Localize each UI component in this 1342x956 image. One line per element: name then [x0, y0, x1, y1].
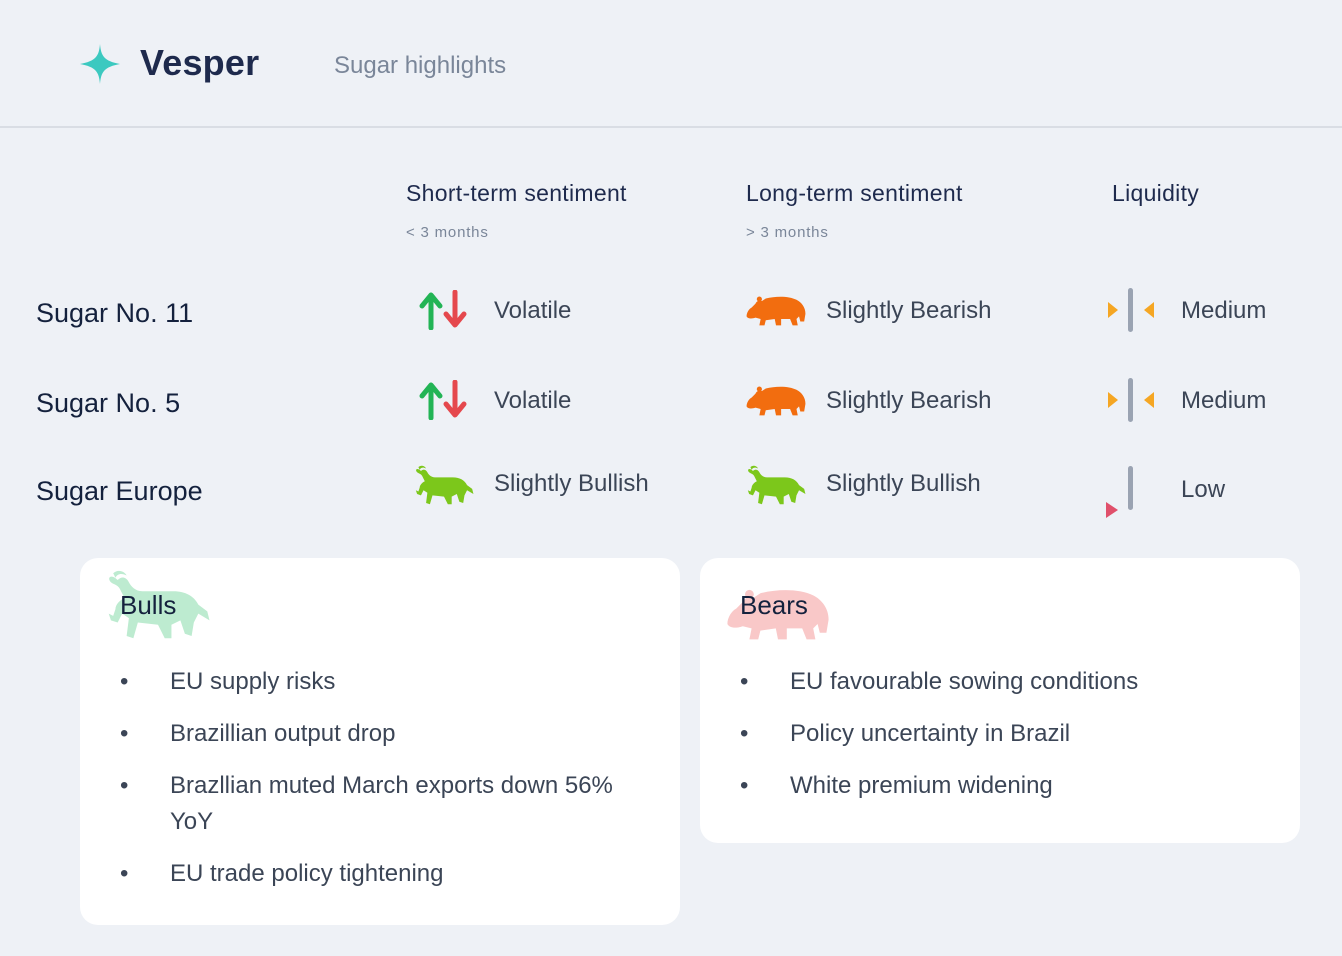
bears-card: Bears • EU favourable sowing conditions •…: [700, 558, 1300, 843]
liquidity-medium-icon: [1108, 378, 1154, 422]
row-name: Sugar No. 11: [36, 298, 194, 328]
liquidity-value: Medium: [1181, 297, 1267, 324]
bullet-dot-icon: •: [740, 720, 749, 747]
card-title: Bears: [740, 590, 808, 620]
bears-list: • EU favourable sowing conditions • Policy…: [700, 664, 1300, 820]
bullet-dot-icon: •: [120, 720, 129, 747]
bullet-dot-icon: •: [120, 860, 129, 887]
column-subheader-long-term: > 3 months: [746, 224, 829, 241]
short-term-value: Volatile: [494, 297, 572, 324]
bear-icon: [744, 380, 808, 420]
list-item: • Policy uncertainty in Brazil: [700, 716, 1300, 752]
column-header-liquidity: Liquidity: [1112, 180, 1200, 206]
list-item: • EU favourable sowing conditions: [700, 664, 1300, 700]
page-title: Sugar highlights: [334, 52, 507, 79]
bull-icon: [744, 464, 808, 510]
bullet-dot-icon: •: [120, 668, 129, 695]
row-name: Sugar No. 5: [36, 388, 181, 418]
up-down-arrows-icon: [419, 380, 467, 420]
bear-icon: [744, 290, 808, 330]
list-item: • White premium widening: [700, 768, 1300, 804]
brand-name[interactable]: Vesper: [140, 42, 260, 83]
list-item: • Brazllian muted March exports down 56% …: [80, 768, 680, 840]
column-header-long-term: Long-term sentiment: [746, 180, 963, 206]
liquidity-value: Medium: [1181, 387, 1267, 414]
liquidity-low-icon: [1106, 466, 1133, 518]
short-term-value: Slightly Bullish: [494, 470, 649, 497]
card-title: Bulls: [120, 590, 177, 620]
bullet-dot-icon: •: [740, 668, 749, 695]
liquidity-value: Low: [1181, 476, 1226, 503]
column-header-short-term: Short-term sentiment: [406, 180, 627, 206]
sparkle-logo-icon: [80, 44, 120, 84]
long-term-value: Slightly Bearish: [826, 387, 992, 414]
app-header: Vesper Sugar highlights: [0, 0, 1342, 128]
bull-icon: [412, 464, 476, 510]
list-item: • Brazillian output drop: [80, 716, 680, 752]
long-term-value: Slightly Bearish: [826, 297, 992, 324]
bullet-dot-icon: •: [740, 772, 749, 799]
list-item: • EU trade policy tightening: [80, 856, 680, 892]
up-down-arrows-icon: [419, 290, 467, 330]
column-subheader-short-term: < 3 months: [406, 224, 489, 241]
long-term-value: Slightly Bullish: [826, 470, 981, 497]
bulls-card: Bulls • EU supply risks • Brazillian outpu…: [80, 558, 680, 925]
list-item: • EU supply risks: [80, 664, 680, 700]
short-term-value: Volatile: [494, 387, 572, 414]
row-name: Sugar Europe: [36, 476, 203, 506]
bulls-list: • EU supply risks • Brazillian output drop…: [80, 664, 680, 908]
bullet-dot-icon: •: [120, 772, 129, 799]
liquidity-medium-icon: [1108, 288, 1154, 332]
